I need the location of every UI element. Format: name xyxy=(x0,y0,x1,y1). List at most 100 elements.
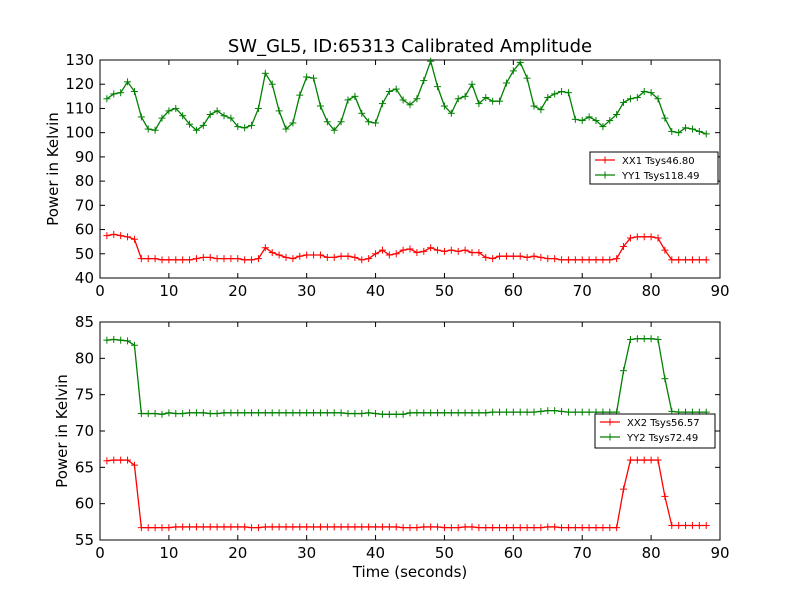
data-point xyxy=(158,410,166,418)
data-point xyxy=(372,119,380,127)
y-tick-label: 70 xyxy=(75,196,94,214)
data-point xyxy=(420,247,428,255)
data-point xyxy=(186,256,194,264)
data-point xyxy=(413,524,421,532)
data-point xyxy=(675,521,683,529)
y-tick-label: 130 xyxy=(65,51,94,69)
data-point xyxy=(254,255,262,263)
data-point xyxy=(151,524,159,532)
data-point xyxy=(130,341,138,349)
data-point xyxy=(130,235,138,243)
data-point xyxy=(440,524,448,532)
x-tick-label: 90 xyxy=(710,544,729,562)
data-point xyxy=(606,117,614,125)
data-point xyxy=(558,87,566,95)
y-tick-label: 75 xyxy=(75,386,94,404)
y-tick-label: 55 xyxy=(75,531,94,549)
data-point xyxy=(282,253,290,261)
x-tick-label: 0 xyxy=(95,282,105,300)
data-point xyxy=(620,98,628,106)
data-point xyxy=(661,246,669,254)
data-point xyxy=(330,523,338,531)
data-point xyxy=(633,456,641,464)
y-axis-label: Power in Kelvin xyxy=(53,374,71,488)
data-point xyxy=(530,252,538,260)
data-point xyxy=(544,255,552,263)
data-point xyxy=(564,256,572,264)
y-tick-label: 40 xyxy=(75,269,94,287)
data-point xyxy=(585,408,593,416)
data-point xyxy=(516,58,524,66)
data-point xyxy=(172,523,180,531)
data-point xyxy=(158,256,166,264)
data-point xyxy=(241,409,249,417)
data-point xyxy=(296,523,304,531)
data-point xyxy=(523,408,531,416)
data-point xyxy=(275,107,283,115)
data-point xyxy=(661,492,669,500)
y-tick-label: 85 xyxy=(75,313,94,331)
x-tick-label: 30 xyxy=(297,544,316,562)
data-point xyxy=(192,523,200,531)
data-point xyxy=(509,524,517,532)
data-point xyxy=(179,112,187,120)
x-tick-label: 40 xyxy=(366,282,385,300)
data-point xyxy=(688,125,696,133)
data-point xyxy=(144,255,152,263)
data-point xyxy=(358,523,366,531)
chart-panel-1: 0 10 20 30 40 50 60 70 80 90 40 50 60 70 80 90 100 110 120… xyxy=(44,36,730,300)
data-point xyxy=(454,95,462,103)
data-point xyxy=(199,253,207,261)
data-point xyxy=(344,96,352,104)
y-tick-label: 50 xyxy=(75,245,94,263)
series-line xyxy=(106,338,707,415)
data-point xyxy=(248,409,256,417)
data-point xyxy=(192,126,200,134)
data-point xyxy=(544,94,552,102)
data-point xyxy=(378,523,386,531)
data-point xyxy=(592,117,600,125)
x-tick-label: 20 xyxy=(228,282,247,300)
data-point xyxy=(254,409,262,417)
data-point xyxy=(640,87,648,95)
data-point xyxy=(378,246,386,254)
data-point xyxy=(241,523,249,531)
data-point xyxy=(502,524,510,532)
data-point xyxy=(496,252,504,260)
legend-label: YY1 Tsys118.49 xyxy=(621,171,700,182)
data-point xyxy=(647,456,655,464)
series-2 xyxy=(103,335,710,418)
data-point xyxy=(661,114,669,122)
data-point xyxy=(144,410,152,418)
data-point xyxy=(165,524,173,532)
data-point xyxy=(482,253,490,261)
series-1 xyxy=(103,230,710,264)
data-point xyxy=(261,69,269,77)
data-point xyxy=(702,130,710,138)
data-point xyxy=(640,456,648,464)
data-point xyxy=(124,233,132,241)
data-point xyxy=(530,102,538,110)
data-point xyxy=(571,408,579,416)
data-point xyxy=(613,255,621,263)
data-point xyxy=(172,256,180,264)
data-point xyxy=(110,230,118,238)
data-point xyxy=(206,410,214,418)
data-point xyxy=(385,523,393,531)
data-point xyxy=(475,249,483,257)
data-point xyxy=(406,245,414,253)
data-point xyxy=(234,255,242,263)
legend-label: XX2 Tsys56.57 xyxy=(627,418,700,429)
data-point xyxy=(496,97,504,105)
data-point xyxy=(633,94,641,102)
data-point xyxy=(551,523,559,531)
data-point xyxy=(206,253,214,261)
data-point xyxy=(688,256,696,264)
data-point xyxy=(289,119,297,127)
data-point xyxy=(647,233,655,241)
data-point xyxy=(323,409,331,417)
data-point xyxy=(434,246,442,254)
data-point xyxy=(626,456,634,464)
data-point xyxy=(310,409,318,417)
data-point xyxy=(654,95,662,103)
